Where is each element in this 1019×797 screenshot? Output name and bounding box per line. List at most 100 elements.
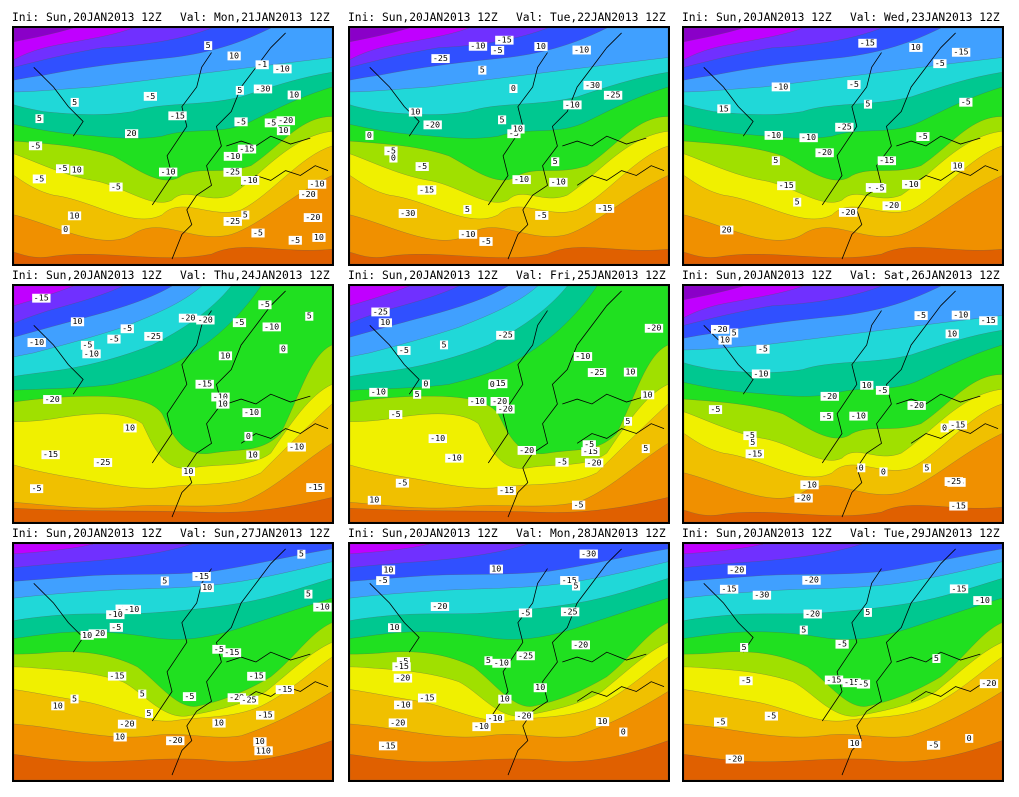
svg-text:10: 10 — [383, 564, 393, 574]
svg-text:-20: -20 — [729, 564, 744, 574]
svg-text:-5: -5 — [122, 323, 132, 333]
svg-text:-5: -5 — [741, 675, 751, 685]
isotherm-label: -15 — [195, 379, 214, 389]
svg-text:-20: -20 — [168, 735, 183, 745]
isotherm-label: -10 — [973, 595, 992, 605]
isotherm-label: -15 — [192, 571, 211, 581]
svg-text:5: 5 — [934, 653, 939, 663]
isotherm-label: -5 — [555, 457, 569, 467]
svg-text:-5: -5 — [877, 385, 887, 395]
svg-text:-5: -5 — [111, 181, 121, 191]
isotherm-label: 10 — [533, 682, 547, 692]
svg-text:10: 10 — [536, 41, 546, 51]
isotherm-label: 5 — [623, 416, 633, 426]
svg-text:-30: -30 — [400, 208, 415, 218]
isotherm-label: 10 — [595, 716, 610, 726]
svg-text:-10: -10 — [470, 396, 485, 406]
svg-text:-10: -10 — [470, 41, 485, 51]
isotherm-label: -5 — [395, 478, 410, 488]
isotherm-label: -30 — [583, 80, 602, 90]
isotherm-label: -25 — [835, 122, 854, 132]
temperature-map: -25 -10 -5 -20 -25 -30 -20 -15 -20 -5 -15 -10 -5 -10-… — [12, 26, 334, 266]
isotherm-label: -20 — [496, 404, 515, 414]
isotherm-label: -15 — [951, 47, 971, 57]
isotherm-label: -15 — [306, 482, 325, 492]
svg-text:-10: -10 — [474, 721, 489, 731]
isotherm-label: 5 — [641, 443, 650, 453]
valid-time-label: Val: Mon,28JAN2013 12Z — [516, 527, 666, 540]
svg-text:5: 5 — [37, 113, 42, 123]
isotherm-label: -25 — [603, 90, 623, 100]
svg-text:-20: -20 — [796, 493, 811, 503]
svg-text:-15: -15 — [779, 180, 794, 190]
isotherm-label: 10 — [623, 367, 638, 377]
svg-text:-15: -15 — [43, 449, 58, 459]
isotherm-label: 10 — [216, 399, 230, 409]
init-time-label: Ini: Sun,20JAN2013 12Z — [348, 11, 498, 24]
svg-text:-5: -5 — [34, 173, 44, 183]
svg-text:-25: -25 — [225, 216, 240, 226]
svg-text:-20: -20 — [425, 119, 440, 129]
isotherm-label: 0 — [488, 379, 497, 389]
svg-text:-15: -15 — [597, 203, 612, 213]
svg-text:-20: -20 — [817, 147, 832, 157]
svg-text:-5: -5 — [758, 344, 768, 354]
svg-text:10: 10 — [125, 422, 135, 432]
map-canvas: -30-20-20-15-20-5-20-15-10-20-15-15-5-5-… — [684, 544, 1002, 780]
svg-text:10: 10 — [513, 124, 523, 134]
svg-text:0: 0 — [246, 431, 251, 441]
isotherm-label: 0 — [279, 343, 288, 353]
isotherm-label: -20 — [276, 115, 295, 125]
svg-text:-5: -5 — [109, 334, 119, 344]
valid-time-label: Val: Thu,24JAN2013 12Z — [180, 269, 330, 282]
isotherm-label: 10 — [113, 732, 127, 741]
svg-text:5: 5 — [643, 443, 648, 453]
isotherm-label: -20 — [802, 575, 821, 585]
isotherm-label: -25 — [223, 216, 242, 226]
temperature-map: -15 -20 -25 -10 -25 -15 -5 -10 -20 -20 -5 -25 -20 -20… — [348, 284, 670, 524]
isotherm-label: 10 — [367, 495, 382, 505]
isotherm-label: 10 — [227, 50, 241, 60]
temperature-band — [350, 28, 410, 43]
svg-text:-5: -5 — [537, 210, 547, 220]
svg-text:-20: -20 — [519, 445, 534, 455]
map-canvas: -15-20-25-10-25-15-5-10-20-20-5-25-20-20… — [350, 286, 668, 522]
svg-text:-5: -5 — [710, 404, 720, 414]
svg-text:-15: -15 — [194, 571, 209, 581]
svg-text:-5: -5 — [184, 691, 194, 701]
svg-text:10: 10 — [214, 718, 224, 728]
svg-text:5: 5 — [773, 155, 778, 165]
svg-text:5: 5 — [486, 655, 491, 665]
isotherm-label: 10 — [70, 316, 85, 326]
forecast-panel: Ini: Sun,20JAN2013 12Z Val: Sun,27JAN2013… — [12, 526, 334, 782]
temperature-band — [684, 286, 803, 318]
isotherm-label: -5 — [415, 161, 429, 171]
svg-text:-20: -20 — [390, 717, 405, 727]
svg-text:-20: -20 — [573, 639, 588, 649]
isotherm-label: 10 — [287, 89, 301, 99]
isotherm-label: -25 — [144, 331, 163, 341]
temperature-map: -20-20-15-15-20-20-25-15-20-10-15-10-15-… — [12, 542, 334, 782]
svg-text:-15: -15 — [583, 446, 598, 456]
svg-text:10: 10 — [248, 449, 258, 459]
isotherm-label: -5 — [232, 317, 247, 327]
svg-text:-15: -15 — [491, 378, 506, 388]
init-time-label: Ini: Sun,20JAN2013 12Z — [12, 527, 162, 540]
isotherm-label: -20 — [794, 493, 813, 503]
svg-text:-5: -5 — [928, 740, 938, 750]
isotherm-label: 10 — [489, 564, 503, 574]
isotherm-label: -10 — [563, 99, 582, 109]
isotherm-label: -5 — [109, 622, 123, 632]
svg-text:-15: -15 — [747, 448, 762, 458]
svg-text:5: 5 — [924, 462, 929, 472]
svg-text:0: 0 — [621, 726, 626, 736]
forecast-panel: Ini: Sun,20JAN2013 12Z Val: Tue,29JAN2013… — [682, 526, 1004, 782]
coastline-overlay — [703, 548, 999, 776]
svg-text:-20: -20 — [305, 212, 320, 222]
isotherm-label: 10 — [511, 124, 525, 134]
svg-text:-5: -5 — [837, 639, 847, 649]
isotherm-label: -5 — [835, 639, 849, 649]
svg-text:-5: -5 — [397, 478, 407, 488]
isotherm-label: 0 — [421, 379, 430, 388]
isotherm-label: -5 — [29, 483, 44, 493]
